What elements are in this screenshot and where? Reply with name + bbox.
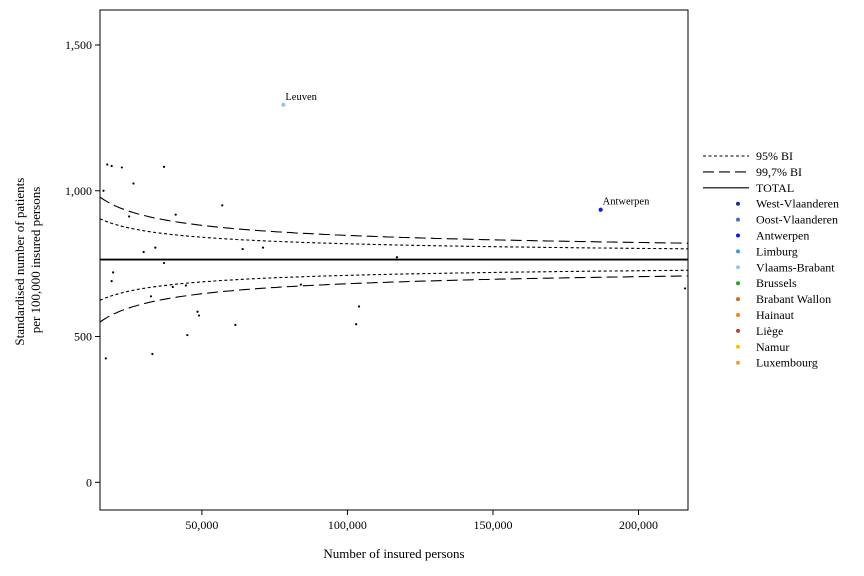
legend-label: Oost-Vlaanderen <box>756 213 838 227</box>
legend-label: TOTAL <box>756 181 794 195</box>
legend-label: West-Vlaanderen <box>756 197 839 211</box>
data-point <box>110 164 113 168</box>
legend-label: Brabant Wallon <box>756 292 831 306</box>
legend-swatch <box>736 313 740 317</box>
y-axis-ticks: 0 500 1,000 1,500 <box>65 38 100 489</box>
data-point <box>355 323 358 326</box>
legend-swatch <box>736 201 740 206</box>
data-point <box>395 256 399 259</box>
x-tick-label: 100,000 <box>328 518 367 532</box>
legend-label: Namur <box>756 340 789 354</box>
x-axis-ticks: 50,000 100,000 150,000 200,000 <box>185 510 658 532</box>
legend-label: Brussels <box>756 276 797 290</box>
legend-label: Antwerpen <box>756 229 809 243</box>
y-axis-title-line-2: per 100,000 insured persons <box>28 187 43 334</box>
data-point <box>221 204 224 207</box>
data-point <box>683 287 687 290</box>
legend-label: 95% BI <box>756 149 793 163</box>
data-point <box>357 305 361 308</box>
data-point <box>234 323 237 326</box>
x-axis-title: Number of insured persons <box>323 546 464 561</box>
data-points: Leuven Antwerpen <box>102 92 687 360</box>
data-point <box>281 102 286 107</box>
legend-label: Hainaut <box>756 308 795 322</box>
legend-label: Limburg <box>756 244 798 258</box>
data-point <box>196 310 199 313</box>
legend-swatch <box>736 249 740 254</box>
y-tick-label: 0 <box>86 475 92 489</box>
data-point <box>106 163 109 166</box>
limit-curve-1-lower <box>99 275 688 323</box>
data-point <box>186 333 189 337</box>
legend-label: Vlaams-Brabant <box>756 260 835 274</box>
plot-frame <box>99 9 689 511</box>
data-point <box>197 314 201 317</box>
legend-swatch <box>736 281 740 286</box>
legend-label: 99,7% BI <box>756 165 802 179</box>
data-point <box>171 285 174 289</box>
data-point <box>110 280 113 283</box>
data-point <box>151 352 154 356</box>
data-point <box>149 295 153 298</box>
limit-curve-0-upper <box>99 218 688 250</box>
y-axis-title: Standardised number of patients per 100,… <box>12 174 43 345</box>
legend-swatch <box>736 265 740 270</box>
data-point <box>184 284 187 287</box>
data-point <box>120 166 123 169</box>
data-point <box>162 165 166 168</box>
limit-curve-0-lower <box>99 269 688 301</box>
data-point <box>174 213 177 216</box>
data-point <box>154 246 157 249</box>
legend-swatch <box>736 360 740 365</box>
data-point <box>299 283 302 286</box>
y-tick-label: 1,500 <box>65 38 92 52</box>
legend-swatch <box>736 297 740 302</box>
x-tick-label: 150,000 <box>473 518 512 532</box>
point-label: Antwerpen <box>603 197 650 208</box>
legend-swatch <box>736 344 740 349</box>
legend-swatch <box>736 328 740 333</box>
data-point <box>261 246 265 249</box>
y-axis-title-line-1: Standardised number of patients <box>12 178 27 346</box>
x-tick-label: 50,000 <box>185 518 218 532</box>
data-point <box>104 357 107 360</box>
data-point <box>111 271 115 274</box>
x-tick-label: 200,000 <box>619 518 658 532</box>
legend-swatch <box>736 233 740 238</box>
data-point <box>132 182 135 185</box>
legend-label: Liège <box>756 324 783 338</box>
legend-label: Luxembourg <box>756 356 818 370</box>
data-point <box>102 189 105 192</box>
y-tick-label: 500 <box>74 330 92 344</box>
point-label: Leuven <box>285 92 317 103</box>
data-point <box>598 207 603 212</box>
legend-swatch <box>736 217 740 222</box>
data-point <box>128 215 131 218</box>
y-tick-label: 1,000 <box>65 184 92 198</box>
data-point <box>142 250 145 254</box>
limit-curve-1-upper <box>99 196 689 244</box>
legend: 95% BI 99,7% BI TOTAL West-Vlaanderen Oost-V… <box>703 149 839 370</box>
data-point <box>162 261 166 265</box>
data-point <box>241 247 244 251</box>
limit-curves <box>99 196 689 323</box>
